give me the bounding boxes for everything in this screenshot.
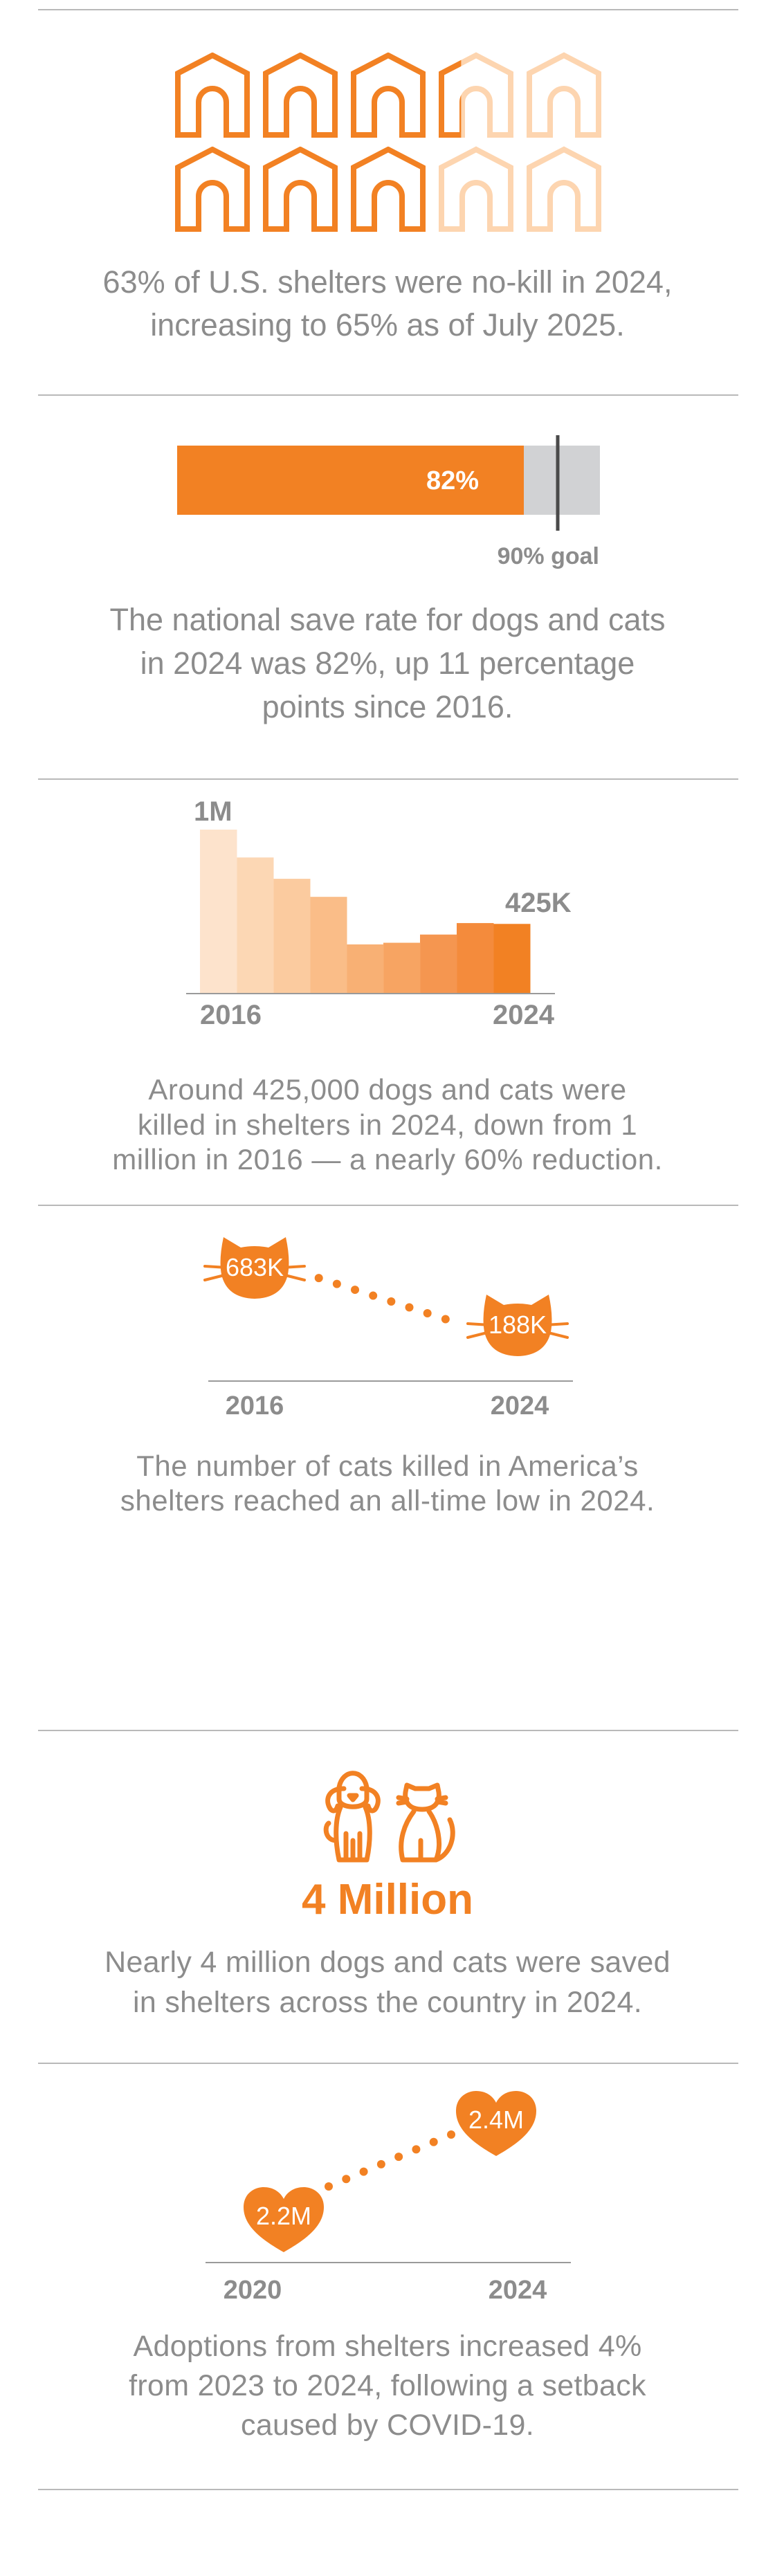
bar-2018: [273, 879, 311, 994]
bar-2017: [237, 857, 274, 994]
save-rate-value: 82%: [426, 466, 479, 495]
dog-house-icon: [351, 52, 426, 138]
trend-dot: [325, 2182, 333, 2191]
caption-line: in shelters across the country in 2024.: [133, 1986, 642, 2019]
trend-dot: [369, 1291, 378, 1300]
dog-house-icon: [527, 146, 601, 232]
caption-line: The national save rate for dogs and cats: [109, 602, 666, 637]
dog-house-icon: [263, 52, 338, 138]
data-label: 188K: [489, 1310, 547, 1339]
caption-line: 63% of U.S. shelters were no-kill in 202…: [102, 264, 673, 300]
divider: [38, 1205, 738, 1206]
saved-caption: Nearly 4 million dogs and cats were save…: [0, 1942, 775, 2022]
trend-dot: [429, 2137, 438, 2146]
caption-line: shelters reached an all-time low in 2024…: [120, 1484, 655, 1517]
divider: [38, 394, 738, 396]
x-tick-label-end: 2024: [489, 2276, 547, 2305]
caption-line: Adoptions from shelters increased 4%: [133, 2330, 642, 2363]
data-label: 683K: [226, 1253, 284, 1281]
divider: [38, 2063, 738, 2064]
caption-line: points since 2016.: [262, 689, 513, 724]
no-kill-shelter-icons: [175, 52, 601, 232]
x-tick-label-start: 2020: [224, 2276, 282, 2305]
trend-dot: [387, 1297, 396, 1306]
trend-dot: [412, 2145, 421, 2154]
caption-line: Around 425,000 dogs and cats were: [148, 1073, 627, 1106]
saved-headline: 4 Million: [302, 1876, 473, 1924]
trend-dot: [394, 2153, 403, 2162]
heart-icon: 2.4M: [456, 2091, 536, 2156]
no-kill-caption: 63% of U.S. shelters were no-kill in 202…: [0, 261, 775, 347]
x-tick-label-end: 2024: [493, 1000, 555, 1030]
dog-house-icon: [175, 52, 250, 138]
caption-line: Nearly 4 million dogs and cats were save…: [104, 1946, 671, 1979]
trend-dot: [447, 2130, 455, 2139]
x-tick-label-start: 2016: [226, 1391, 284, 1421]
heart-icon: 2.2M: [244, 2187, 324, 2252]
bar-2024: [493, 924, 531, 994]
cat-head-icon: 683K: [203, 1237, 306, 1299]
bar-2021: [383, 942, 421, 994]
bar-2022: [420, 934, 457, 994]
caption-line: increasing to 65% as of July 2025.: [150, 307, 625, 342]
dog-house-icon: [175, 146, 250, 232]
killed-caption: Around 425,000 dogs and cats were killed…: [0, 1072, 775, 1178]
x-tick-label-end: 2024: [491, 1391, 549, 1421]
divider: [38, 1730, 738, 1731]
trend-dot: [405, 1303, 414, 1312]
caption-line: caused by COVID-19.: [241, 2409, 534, 2442]
adoptions-caption: Adoptions from shelters increased 4% fro…: [0, 2327, 775, 2445]
bar-2019: [310, 897, 347, 994]
data-label-last: 425K: [505, 888, 572, 918]
bar-2016: [200, 830, 237, 994]
dog-house-icon: [263, 146, 338, 232]
cats-killed-chart: 2016 2024 683K 188K: [203, 1237, 573, 1421]
bar-2023: [457, 923, 494, 994]
goal-label: 90% goal: [498, 543, 599, 569]
killed-bar-chart: 1M 425K 2016 2024: [186, 796, 572, 1030]
trend-dot: [376, 2159, 385, 2168]
trend-dot: [359, 2167, 368, 2176]
divider: [38, 2489, 738, 2490]
trend-dot: [314, 1274, 323, 1283]
data-label-first: 1M: [194, 796, 232, 827]
save-rate-caption: The national save rate for dogs and cats…: [0, 598, 775, 729]
trend-dot: [351, 1286, 360, 1295]
bar-2020: [347, 944, 384, 994]
data-label: 2.4M: [468, 2105, 524, 2134]
cat-head-icon: 188K: [466, 1295, 569, 1356]
dog-and-cat-icon: [323, 1771, 455, 1863]
trend-dot: [332, 1279, 341, 1288]
divider: [38, 9, 738, 10]
dog-house-icon: [439, 146, 513, 232]
caption-line: from 2023 to 2024, following a setback: [129, 2369, 646, 2402]
trend-dot: [423, 1309, 432, 1318]
save-rate-bar: 82% 90% goal: [177, 435, 600, 569]
adoptions-chart: 2020 2024 2.2M 2.4M: [206, 2091, 571, 2305]
caption-line: million in 2016 — a nearly 60% reduction…: [112, 1143, 663, 1176]
cats-caption: The number of cats killed in America’s s…: [0, 1449, 775, 1518]
caption-line: killed in shelters in 2024, down from 1: [137, 1108, 638, 1141]
trend-dot: [342, 2175, 351, 2184]
trend-dot: [441, 1315, 450, 1324]
divider: [38, 778, 738, 780]
dog-house-icon: [527, 52, 601, 138]
caption-line: The number of cats killed in America’s: [136, 1450, 639, 1482]
x-tick-label-start: 2016: [200, 1000, 262, 1030]
dog-house-icon: [351, 146, 426, 232]
save-rate-bar-fill: [177, 446, 524, 515]
data-label: 2.2M: [256, 2202, 311, 2230]
dog-house-icon: [439, 52, 513, 138]
caption-line: in 2024 was 82%, up 11 percentage: [140, 646, 635, 681]
